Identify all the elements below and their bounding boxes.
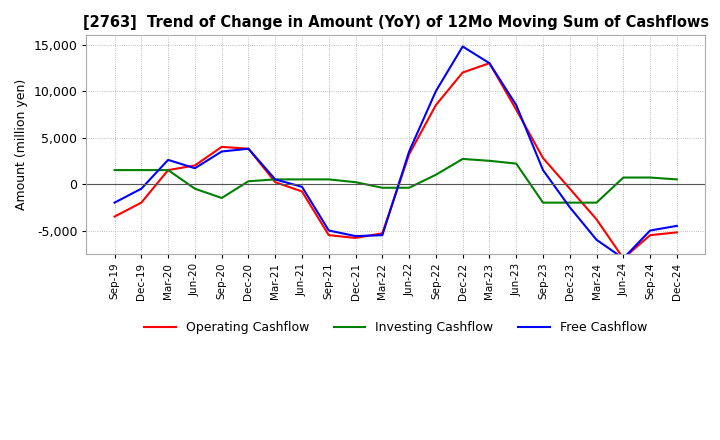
Free Cashflow xyxy=(619,256,628,261)
Line: Operating Cashflow: Operating Cashflow xyxy=(114,63,677,258)
Investing Cashflow xyxy=(378,185,387,191)
Investing Cashflow xyxy=(593,200,601,205)
Investing Cashflow xyxy=(164,168,173,173)
Operating Cashflow xyxy=(672,230,681,235)
Investing Cashflow xyxy=(244,179,253,184)
Y-axis label: Amount (million yen): Amount (million yen) xyxy=(15,79,28,210)
Operating Cashflow xyxy=(646,232,654,238)
Investing Cashflow xyxy=(351,180,360,185)
Free Cashflow xyxy=(271,177,279,182)
Free Cashflow xyxy=(431,88,440,94)
Free Cashflow xyxy=(672,223,681,228)
Operating Cashflow xyxy=(593,217,601,222)
Operating Cashflow xyxy=(378,231,387,236)
Operating Cashflow xyxy=(244,146,253,151)
Operating Cashflow xyxy=(565,186,574,191)
Investing Cashflow xyxy=(110,168,119,173)
Free Cashflow xyxy=(565,205,574,210)
Investing Cashflow xyxy=(217,195,226,201)
Free Cashflow xyxy=(244,146,253,151)
Investing Cashflow xyxy=(646,175,654,180)
Investing Cashflow xyxy=(191,186,199,191)
Operating Cashflow xyxy=(405,152,413,157)
Investing Cashflow xyxy=(672,177,681,182)
Free Cashflow xyxy=(297,184,306,190)
Operating Cashflow xyxy=(459,70,467,75)
Operating Cashflow xyxy=(351,235,360,241)
Free Cashflow xyxy=(485,61,494,66)
Free Cashflow xyxy=(110,200,119,205)
Free Cashflow xyxy=(191,165,199,171)
Investing Cashflow xyxy=(271,177,279,182)
Investing Cashflow xyxy=(459,156,467,161)
Operating Cashflow xyxy=(325,232,333,238)
Investing Cashflow xyxy=(565,200,574,205)
Investing Cashflow xyxy=(619,175,628,180)
Operating Cashflow xyxy=(110,214,119,219)
Free Cashflow xyxy=(593,237,601,242)
Operating Cashflow xyxy=(485,61,494,66)
Free Cashflow xyxy=(217,149,226,154)
Operating Cashflow xyxy=(297,189,306,194)
Free Cashflow xyxy=(351,234,360,239)
Line: Investing Cashflow: Investing Cashflow xyxy=(114,159,677,203)
Free Cashflow xyxy=(512,103,521,108)
Operating Cashflow xyxy=(512,107,521,112)
Investing Cashflow xyxy=(137,168,145,173)
Investing Cashflow xyxy=(512,161,521,166)
Free Cashflow xyxy=(539,168,547,173)
Investing Cashflow xyxy=(325,177,333,182)
Free Cashflow xyxy=(164,157,173,162)
Free Cashflow xyxy=(405,149,413,154)
Free Cashflow xyxy=(137,186,145,191)
Operating Cashflow xyxy=(191,163,199,168)
Free Cashflow xyxy=(646,228,654,233)
Investing Cashflow xyxy=(431,172,440,177)
Legend: Operating Cashflow, Investing Cashflow, Free Cashflow: Operating Cashflow, Investing Cashflow, … xyxy=(140,316,652,339)
Investing Cashflow xyxy=(405,185,413,191)
Investing Cashflow xyxy=(297,177,306,182)
Free Cashflow xyxy=(459,44,467,49)
Free Cashflow xyxy=(378,232,387,238)
Operating Cashflow xyxy=(271,180,279,185)
Title: [2763]  Trend of Change in Amount (YoY) of 12Mo Moving Sum of Cashflows: [2763] Trend of Change in Amount (YoY) o… xyxy=(83,15,708,30)
Operating Cashflow xyxy=(164,168,173,173)
Line: Free Cashflow: Free Cashflow xyxy=(114,47,677,258)
Investing Cashflow xyxy=(539,200,547,205)
Operating Cashflow xyxy=(217,144,226,150)
Free Cashflow xyxy=(325,228,333,233)
Operating Cashflow xyxy=(539,155,547,161)
Investing Cashflow xyxy=(485,158,494,163)
Operating Cashflow xyxy=(431,103,440,108)
Operating Cashflow xyxy=(137,200,145,205)
Operating Cashflow xyxy=(619,256,628,261)
